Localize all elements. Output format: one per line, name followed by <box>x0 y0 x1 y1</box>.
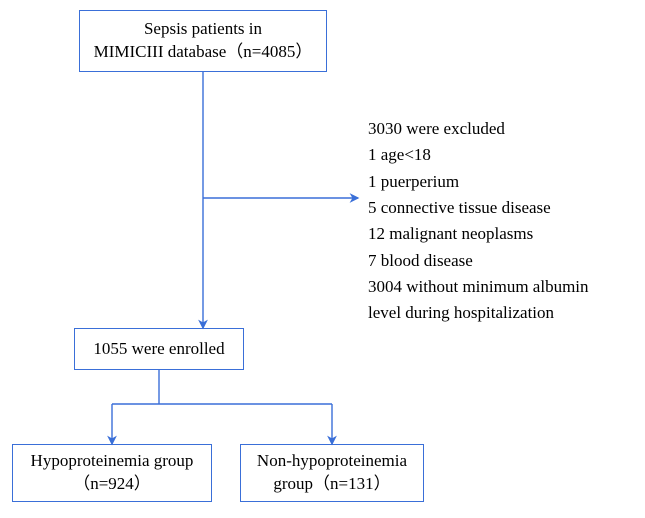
exclusion-line: 1 age<18 <box>368 142 636 168</box>
source-box: Sepsis patients inMIMICIII database（n=40… <box>79 10 327 72</box>
box-text-line: MIMICIII database（n=4085） <box>94 41 313 64</box>
box-text-line: Sepsis patients in <box>144 18 262 41</box>
exclusion-line: level during hospitalization <box>368 300 636 326</box>
exclusion-line: 1 puerperium <box>368 169 636 195</box>
box-text-line: group（n=131） <box>273 473 390 496</box>
exclusion-line: 5 connective tissue disease <box>368 195 636 221</box>
box-text-line: Non-hypoproteinemia <box>257 450 407 473</box>
non-hypoproteinemia-box: Non-hypoproteinemiagroup（n=131） <box>240 444 424 502</box>
exclusion-line: 3030 were excluded <box>368 116 636 142</box>
box-text-line: 1055 were enrolled <box>93 338 224 361</box>
box-text-line: Hypoproteinemia group <box>31 450 194 473</box>
hypoproteinemia-box: Hypoproteinemia group（n=924） <box>12 444 212 502</box>
exclusion-line: 3004 without minimum albumin <box>368 274 636 300</box>
exclusion-line: 12 malignant neoplasms <box>368 221 636 247</box>
enrolled-box: 1055 were enrolled <box>74 328 244 370</box>
exclusion-line: 7 blood disease <box>368 248 636 274</box>
box-text-line: （n=924） <box>73 473 151 496</box>
exclusion-criteria-box: 3030 were excluded1 age<181 puerperium5 … <box>364 110 640 333</box>
